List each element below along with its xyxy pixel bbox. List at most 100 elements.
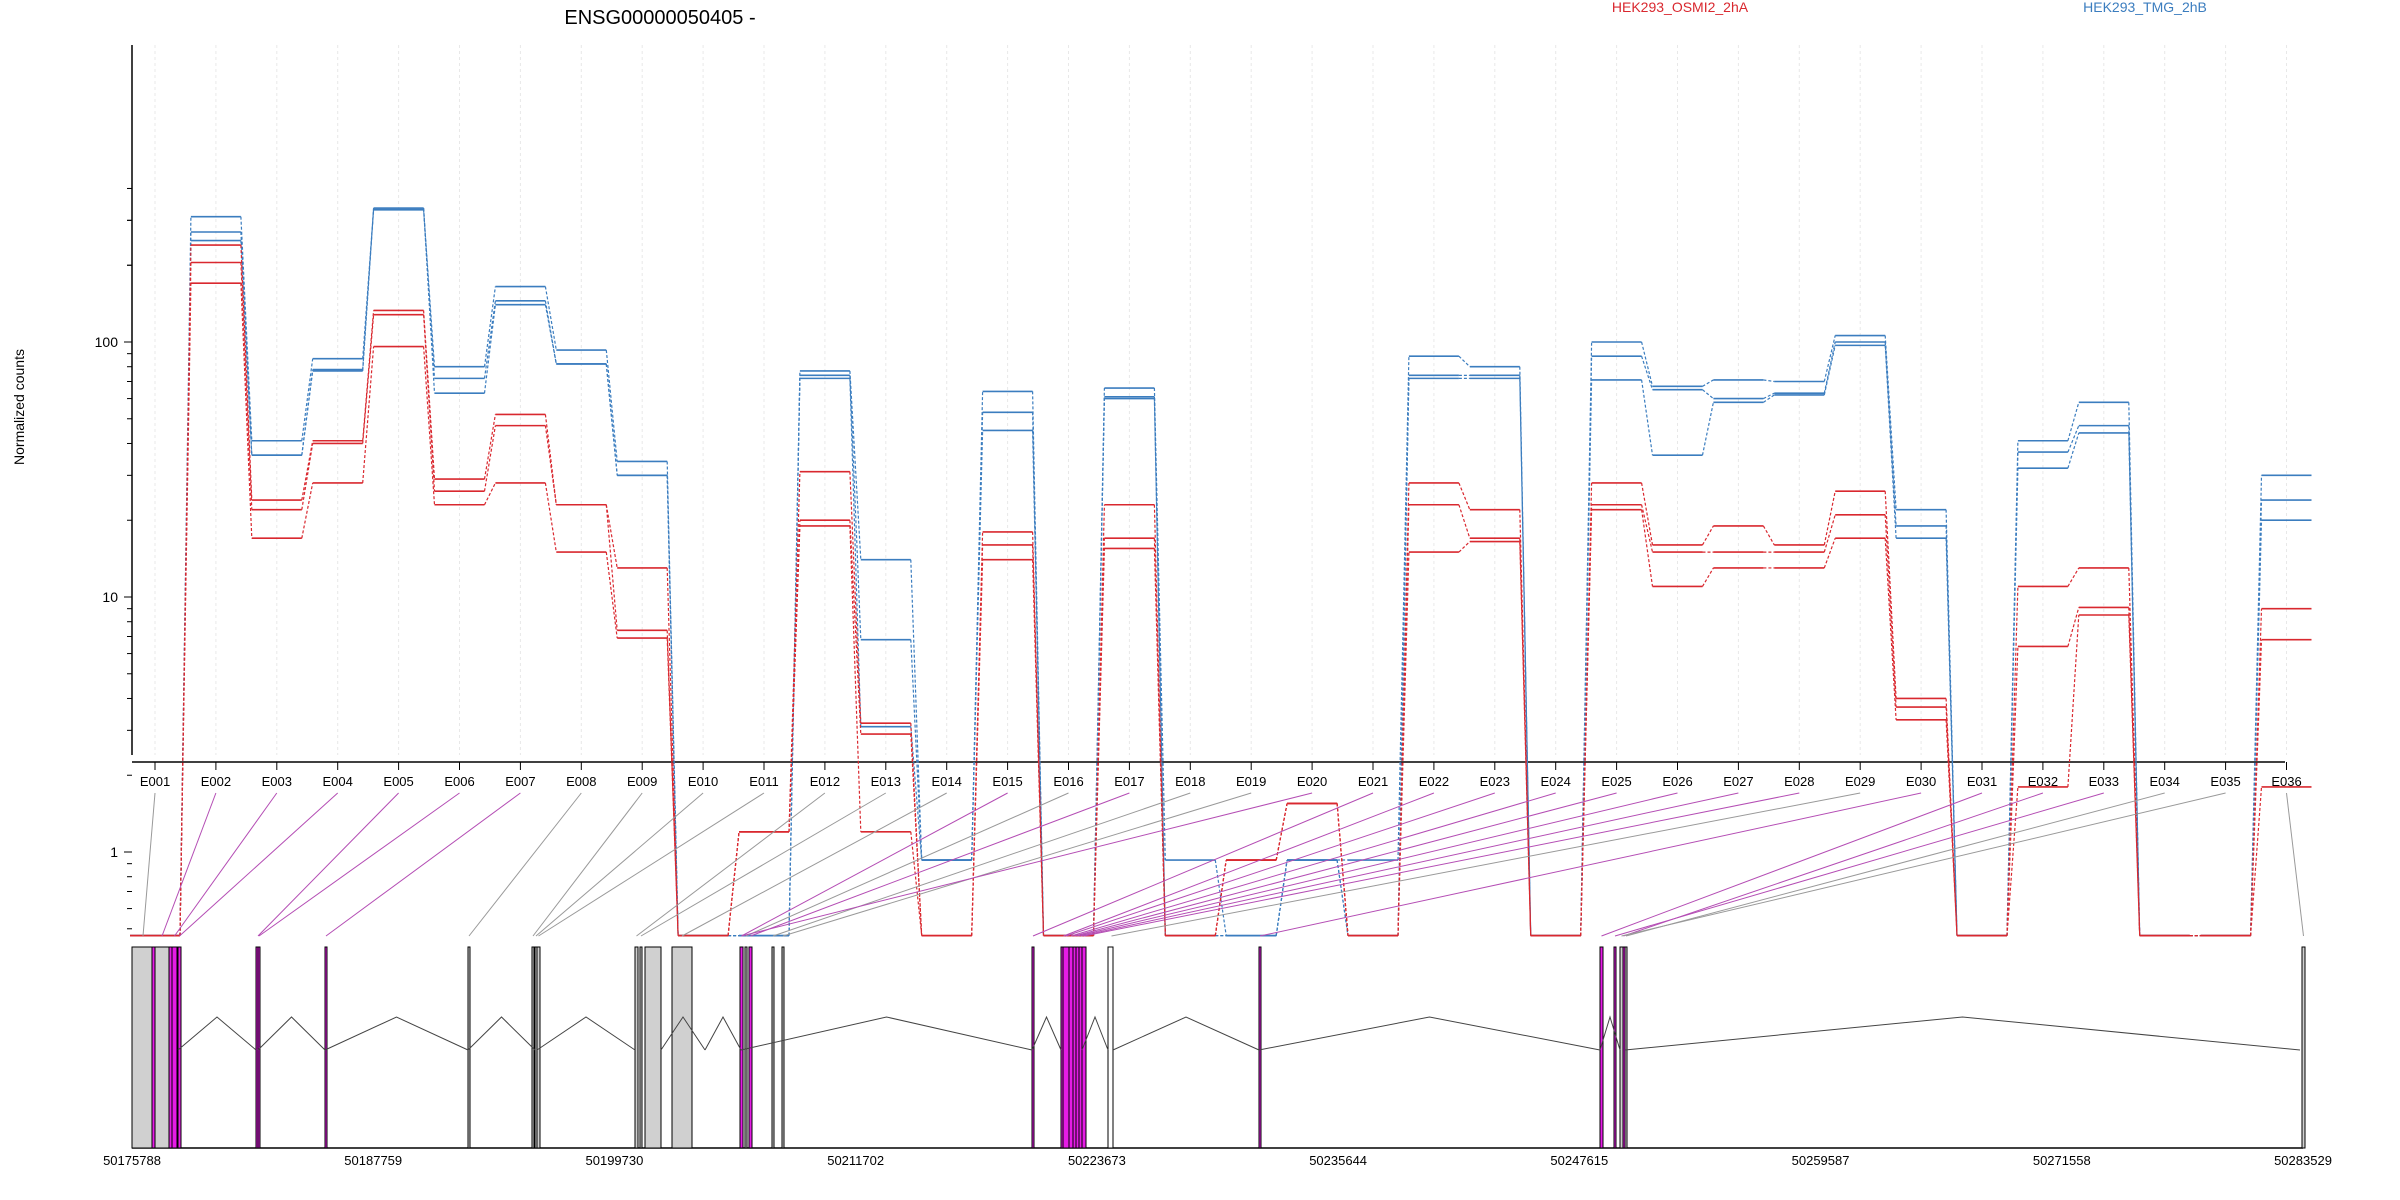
connector-segment bbox=[544, 482, 557, 553]
exon-connector-E028 bbox=[1083, 792, 1800, 937]
genomic-label: 50211702 bbox=[827, 1153, 884, 1168]
intron-chevron bbox=[536, 1016, 636, 1051]
connector-segment bbox=[727, 831, 740, 936]
genomic-label: 50247615 bbox=[1550, 1153, 1608, 1168]
exon-connector-E034 bbox=[1625, 792, 2165, 937]
connector-segment bbox=[788, 378, 801, 936]
exon-connector-E032 bbox=[1623, 792, 2044, 937]
connector-segment bbox=[1823, 335, 1836, 382]
connector-segment bbox=[1458, 504, 1471, 539]
x-tick-label-E011: E011 bbox=[749, 774, 778, 789]
connector-segment bbox=[240, 262, 253, 510]
connector-segment bbox=[1397, 356, 1410, 861]
x-tick-label-E002: E002 bbox=[201, 774, 231, 789]
x-tick-label-E023: E023 bbox=[1480, 774, 1510, 789]
series-osmi2-3 bbox=[130, 244, 2312, 937]
y-tick-label: 1 bbox=[110, 844, 118, 860]
x-tick-label-E003: E003 bbox=[262, 774, 292, 789]
intron-chevron bbox=[1258, 1016, 1601, 1051]
connector-segment bbox=[1153, 548, 1166, 936]
connector-segment bbox=[301, 370, 314, 456]
x-tick-label-E031: E031 bbox=[1967, 774, 1997, 789]
connector-segment bbox=[362, 310, 375, 441]
gene-model bbox=[131, 946, 2306, 1149]
series-tmg-0 bbox=[130, 208, 2312, 937]
connector-segment bbox=[1519, 541, 1532, 936]
x-tick-label-E019: E019 bbox=[1236, 774, 1266, 789]
exon-box-E033 bbox=[1613, 946, 1617, 1149]
connector-segment bbox=[1641, 379, 1654, 456]
connector-segment bbox=[1945, 719, 1958, 936]
intron-chevron bbox=[1081, 1015, 1109, 1051]
genomic-label: 50283529 bbox=[2274, 1153, 2332, 1168]
connector-segment bbox=[1823, 514, 1836, 553]
connector-segment bbox=[1153, 388, 1166, 861]
exon-box-E011 bbox=[536, 946, 541, 1149]
connector-segment bbox=[544, 304, 557, 365]
connector-segment bbox=[1519, 378, 1532, 936]
intron-chevron bbox=[704, 1015, 742, 1051]
exon-connector-E030 bbox=[1259, 792, 1922, 937]
connector-segment bbox=[1762, 525, 1775, 546]
exon-connector-E003 bbox=[174, 792, 278, 937]
exon-connector-E001 bbox=[142, 792, 156, 937]
intron-chevron bbox=[177, 1016, 257, 1051]
exon-connector-E024 bbox=[1070, 792, 1556, 937]
connector-segment bbox=[483, 482, 496, 506]
axes: 1 10 100 bbox=[95, 45, 2285, 930]
exon-box-E018 bbox=[771, 946, 775, 1149]
connector-segment bbox=[483, 286, 496, 367]
connector-segment bbox=[362, 314, 375, 444]
connector-segment bbox=[788, 471, 801, 832]
x-tick-label-E018: E018 bbox=[1175, 774, 1205, 789]
exon-tick-labels: E001 E002 E003 E004 E005 E006 E007 E008 E009 E010… bbox=[140, 762, 2302, 789]
x-tick-label-E014: E014 bbox=[932, 774, 962, 789]
x-tick-label-E021: E021 bbox=[1358, 774, 1388, 789]
x-tick-label-E009: E009 bbox=[627, 774, 657, 789]
connector-segment bbox=[544, 414, 557, 505]
exon-box-block bbox=[644, 946, 662, 1149]
exon-connector-E005 bbox=[257, 792, 399, 937]
x-tick-label-E017: E017 bbox=[1114, 774, 1144, 789]
exon-box-E036 bbox=[2301, 946, 2306, 1149]
x-tick-label-E032: E032 bbox=[2028, 774, 2058, 789]
series-tmg-2 bbox=[130, 207, 2312, 937]
exon-connector-E029 bbox=[1111, 792, 1861, 937]
connector-segment bbox=[1336, 859, 1349, 936]
x-tick-label-E015: E015 bbox=[992, 774, 1022, 789]
intron-chevron bbox=[1031, 1015, 1062, 1051]
connector-segment bbox=[1702, 389, 1714, 400]
intron-chevron bbox=[1112, 1016, 1260, 1051]
genomic-label: 50271558 bbox=[2033, 1153, 2091, 1168]
exon-connector-E002 bbox=[161, 792, 217, 937]
connector-segment bbox=[1275, 859, 1288, 936]
exon-box-E034 bbox=[1624, 946, 1628, 1149]
connector-segment bbox=[483, 425, 496, 492]
connector-segment bbox=[1580, 379, 1593, 936]
connector-segment bbox=[1702, 379, 1714, 387]
connector-segment bbox=[788, 525, 801, 832]
connector-segment bbox=[423, 314, 436, 492]
exon-connector-E013 bbox=[640, 792, 887, 937]
genomic-label: 50187759 bbox=[344, 1153, 402, 1168]
x-tick-label-E026: E026 bbox=[1662, 774, 1692, 789]
connector-segment bbox=[910, 559, 923, 861]
genomic-coordinate-labels: 50175788 50187759 50199730 50211702 50223673… bbox=[103, 1153, 2332, 1168]
connector-segment bbox=[605, 504, 618, 631]
exon-box-block bbox=[1107, 946, 1114, 1149]
connector-segment bbox=[1336, 803, 1349, 936]
connector-segment bbox=[666, 475, 679, 936]
exon-box-E007 bbox=[324, 946, 328, 1149]
connector-segment bbox=[301, 443, 314, 510]
exon-connector-E025 bbox=[1074, 792, 1617, 937]
connector-segment bbox=[240, 216, 253, 441]
exon-connector-E022 bbox=[1063, 792, 1435, 937]
connector-segment bbox=[2006, 586, 2019, 936]
x-tick-label-E004: E004 bbox=[323, 774, 353, 789]
chart-title: ENSG00000050405 - bbox=[564, 7, 755, 29]
exon-box-E003 bbox=[171, 946, 178, 1149]
connector-segment bbox=[605, 349, 618, 462]
exon-box-E008 bbox=[467, 946, 471, 1149]
intron-chevron bbox=[324, 1016, 469, 1051]
